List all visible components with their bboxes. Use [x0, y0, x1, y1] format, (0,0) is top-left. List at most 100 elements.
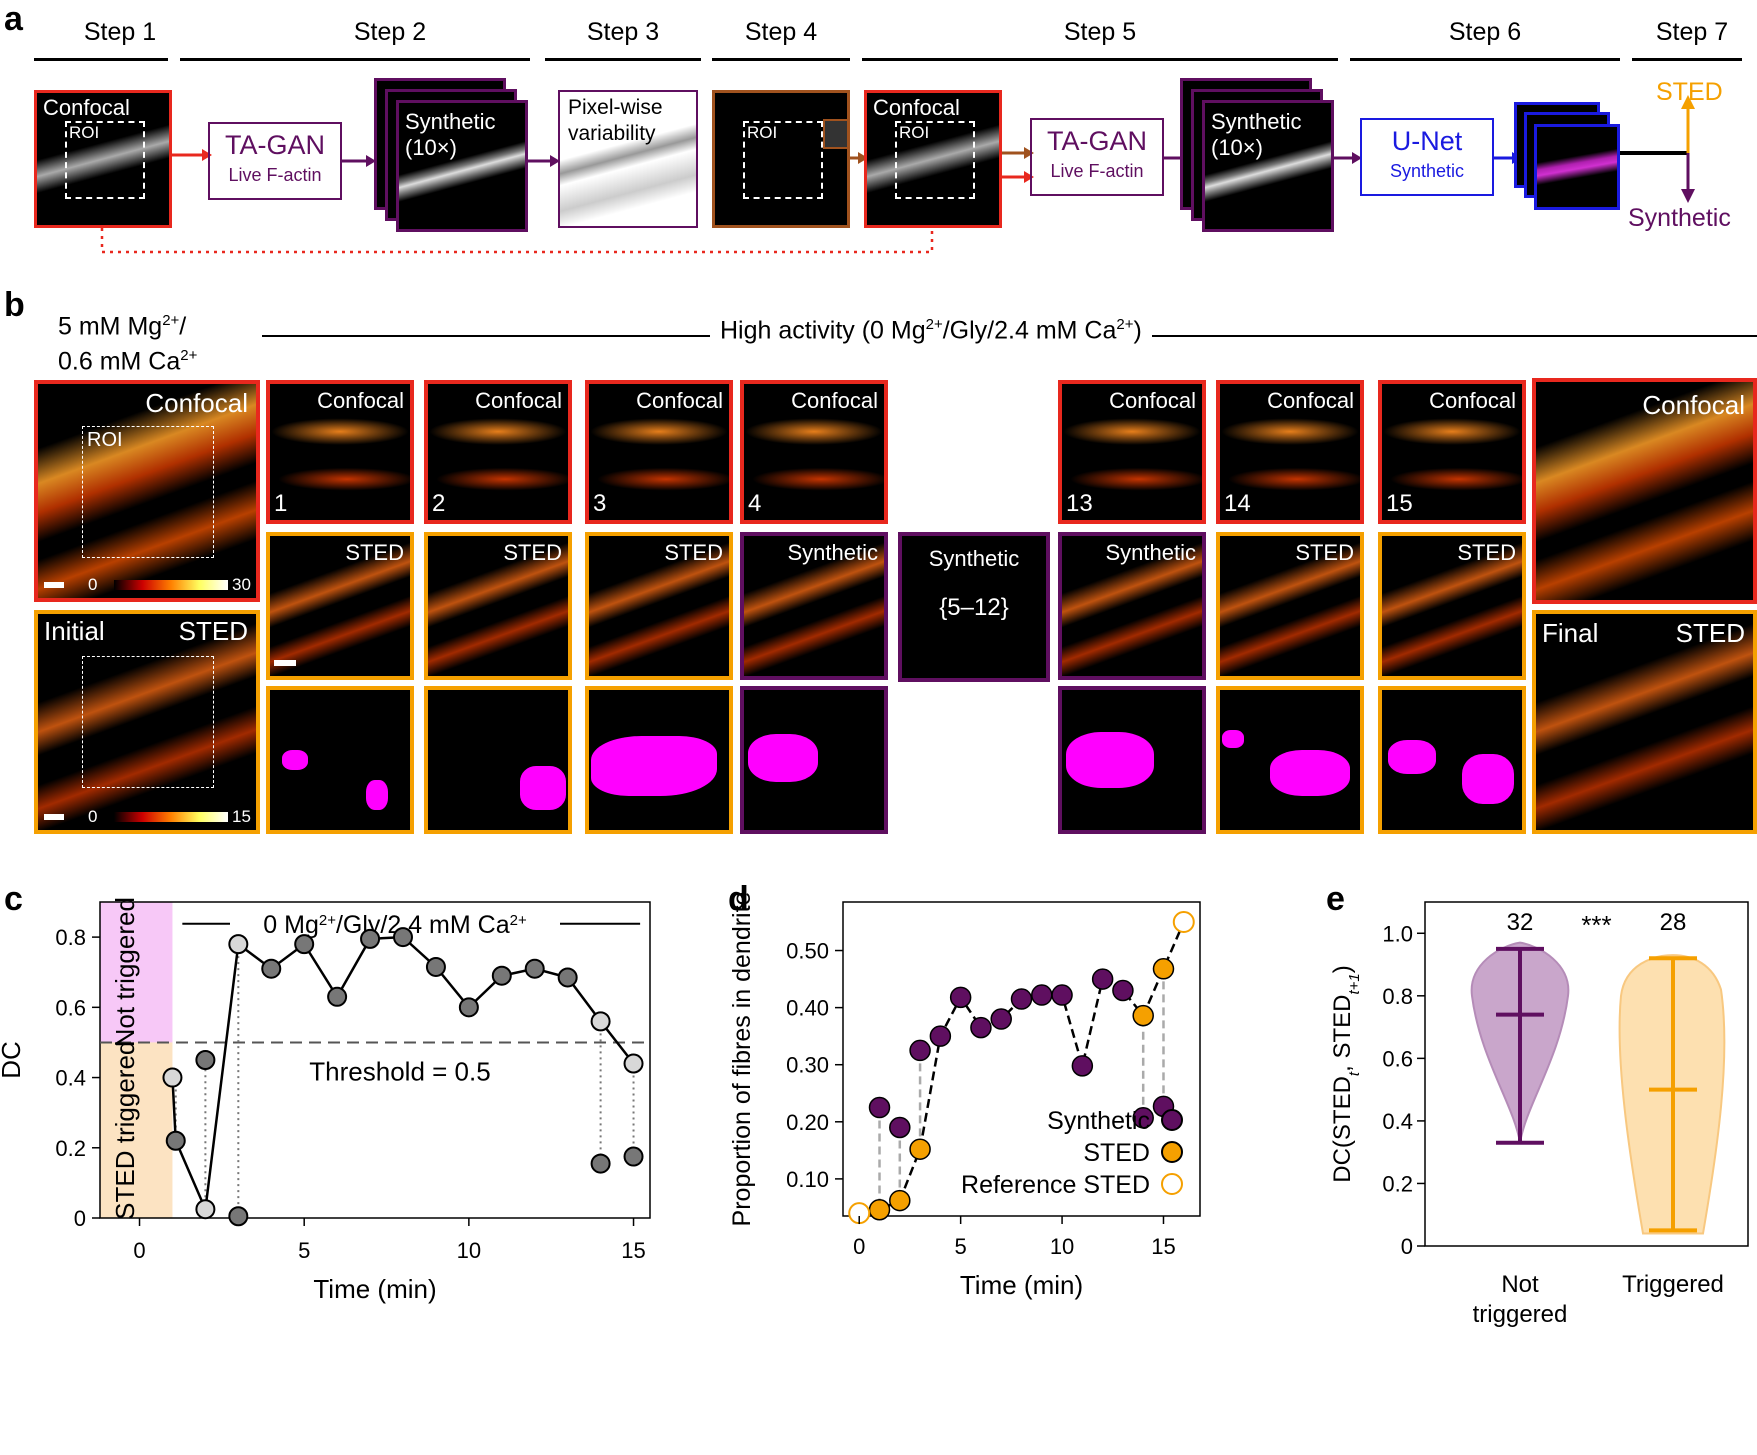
dc-point — [392, 927, 413, 948]
cond-sup2: 2+ — [180, 347, 198, 365]
arrows-into-tagan2 — [1002, 147, 1034, 183]
scale-bar-small — [274, 660, 296, 666]
x-axis-title: Time (min) — [960, 1270, 1083, 1300]
scale-bar-2 — [44, 814, 64, 820]
step-7-line — [1632, 58, 1742, 61]
panel-label-b: b — [4, 286, 25, 324]
roi-box: ROI — [65, 121, 145, 199]
frame-sted-image: STED — [1378, 532, 1526, 680]
frame-confocal-image: Confocal 4 — [740, 380, 888, 524]
arrow-red-1 — [172, 149, 212, 161]
panel-label-a: a — [4, 0, 23, 38]
not-triggered-label: Not triggered — [110, 897, 140, 1047]
sted-point — [868, 1198, 891, 1221]
dc-point — [195, 1199, 216, 1220]
frame-segmentation-mask — [1058, 686, 1206, 834]
y-tick-label: 0.30 — [786, 1053, 829, 1078]
synthetic-point — [1010, 988, 1033, 1010]
variability-map: Pixel-wise variability — [558, 90, 698, 228]
group-label: Not — [1501, 1271, 1539, 1298]
y-tick-label: 0.10 — [786, 1167, 829, 1192]
frame-row2-label: STED — [664, 540, 723, 565]
output-synthetic-label: Synthetic — [1628, 204, 1731, 232]
frame-sted-image: STED — [266, 532, 414, 680]
frame-number: 1 — [274, 490, 288, 517]
frame-segmentation-mask — [740, 686, 888, 834]
y-tick-label: 0.50 — [786, 939, 829, 964]
not-triggered-region — [100, 902, 173, 1043]
dotted-connector — [100, 228, 934, 254]
roi-label: ROI — [69, 123, 100, 142]
synthetic-stack-front: Synthetic (10×) — [396, 100, 528, 232]
synthetic-range-title: Synthetic — [928, 546, 1020, 571]
frame-row2-label: Synthetic — [787, 540, 879, 565]
frame-confocal-label: Confocal — [475, 388, 562, 413]
synthetic-point — [990, 1008, 1012, 1030]
frame-number: 14 — [1224, 490, 1251, 517]
dc-point-alt — [165, 1130, 186, 1151]
frame-confocal-image: Confocal 15 — [1378, 380, 1526, 524]
frame-number: 3 — [593, 490, 607, 517]
initial-label: Initial — [44, 616, 105, 646]
frame-number: 15 — [1386, 490, 1413, 517]
output-sted-label: STED — [1656, 78, 1723, 106]
sted-point — [1132, 1004, 1154, 1027]
frame-row2-label: Synthetic — [1105, 540, 1197, 565]
frame-confocal-image: Confocal 1 — [266, 380, 414, 524]
frame-confocal-image: Confocal 14 — [1216, 380, 1364, 524]
step5-confocal-image: Confocal ROI — [864, 90, 1002, 228]
x-tick-label: 0 — [133, 1238, 145, 1263]
frame-confocal-label: Confocal — [1267, 388, 1354, 413]
legend-label: STED — [1083, 1139, 1150, 1167]
step1-confocal-image: Confocal ROI — [34, 90, 172, 228]
dc-line — [171, 935, 635, 1214]
step-3-line — [545, 58, 701, 61]
scale-max: 30 — [232, 575, 251, 594]
group-n: 32 — [1507, 909, 1534, 936]
arrow-purple-4 — [1334, 152, 1362, 164]
y-tick-label: 0 — [1401, 1234, 1413, 1259]
panel-label-d: d — [728, 880, 749, 918]
frame-confocal-image: Confocal 13 — [1058, 380, 1206, 524]
frame-sted-image: STED — [424, 532, 572, 680]
final-sted-image: Final STED — [1532, 610, 1757, 834]
legend-label: Reference STED — [961, 1171, 1150, 1199]
reference-sted-point — [1172, 910, 1195, 933]
arrow-purple-1 — [342, 155, 376, 167]
unet-title: U-Net — [1391, 126, 1463, 156]
step-5-label: Step 5 — [1063, 18, 1137, 46]
step-6-label: Step 6 — [1448, 18, 1522, 46]
initial-sted-roi — [82, 656, 214, 788]
colorbar — [114, 580, 228, 590]
y-tick-label: 0.6 — [1382, 1046, 1413, 1071]
frame-row2-label: STED — [1295, 540, 1354, 565]
y-tick-label: 0.4 — [55, 1066, 86, 1091]
x-tick-label: 5 — [298, 1238, 310, 1263]
baseline-condition: 5 mM Mg2+/ 0.6 mM Ca2+ — [58, 306, 197, 377]
final-confocal-image: Confocal — [1532, 378, 1757, 604]
frame-segmentation-mask — [424, 686, 572, 834]
plot-frame — [99, 901, 651, 1219]
cond-slash: / — [179, 312, 187, 341]
ha-sup2: 2+ — [1116, 316, 1134, 333]
step4-roi-image: ROI — [712, 90, 850, 228]
synthetic-point — [1071, 1055, 1094, 1077]
colorbar-2 — [114, 812, 228, 822]
dc-point — [162, 1067, 183, 1088]
initial-sted-label: STED — [178, 616, 248, 646]
tagan-box-2: TA-GAN Live F-actin — [1030, 118, 1164, 196]
frame-confocal-label: Confocal — [636, 388, 723, 413]
triggered-label: STED triggered — [110, 1041, 140, 1220]
unet-sub: Synthetic — [1389, 161, 1465, 181]
significance-label: *** — [1581, 910, 1611, 940]
scale-bar — [44, 582, 64, 588]
final-label: Final — [1542, 618, 1599, 648]
frame-segmentation-mask — [1216, 686, 1364, 834]
y-tick-label: 0 — [74, 1206, 86, 1231]
frame-row2-label: STED — [503, 540, 562, 565]
proportion-line — [859, 921, 1185, 1215]
variability-label: variability — [568, 122, 656, 145]
ha-2: /Gly/2.4 mM Ca — [942, 316, 1117, 345]
scale-min-2: 0 — [88, 807, 98, 826]
synthetic2-label: Synthetic — [1211, 109, 1302, 134]
